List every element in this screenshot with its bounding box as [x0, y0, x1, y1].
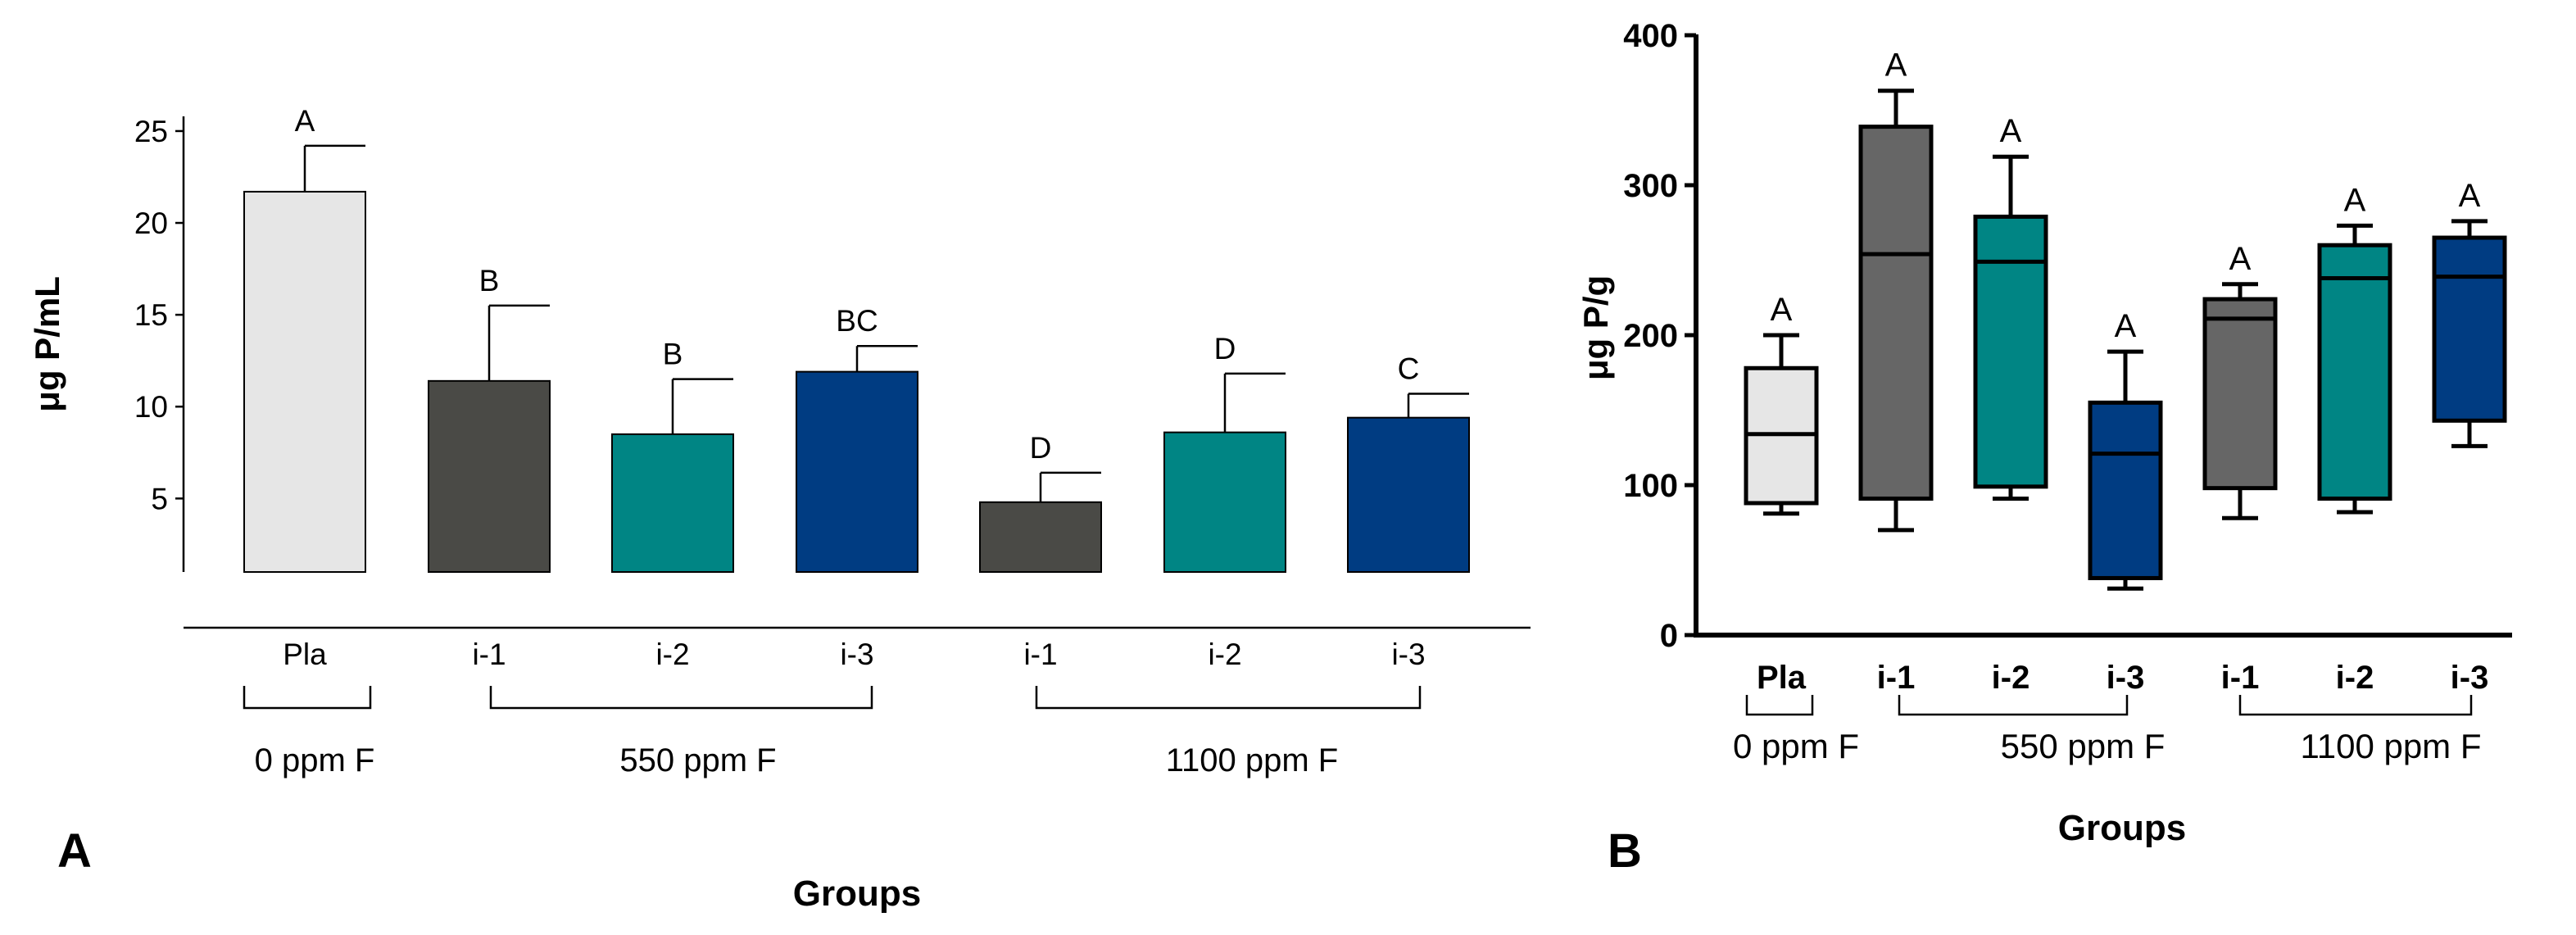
panel-b-y-tick-label: 400	[1623, 18, 1678, 54]
panel-a-y-tick-label: 20	[134, 207, 168, 240]
panel-a-x-tick-label: i-1	[1023, 638, 1057, 671]
panel-b-x-tick-label: i-1	[1877, 660, 1916, 696]
panel-b-y-tick-label: 0	[1660, 618, 1678, 654]
panel-a-error-bar	[671, 378, 733, 434]
panel-a-bar	[796, 370, 918, 573]
panel-a-group-bracket	[489, 686, 873, 710]
panel-a-x-axis-label: Groups	[793, 874, 921, 914]
panel-b-group-brackets: 0 ppm F 550 ppm F 1100 ppm F	[1733, 695, 2482, 765]
panel-a-significance-letter: A	[295, 104, 315, 138]
panel-a-group-label: 0 ppm F	[255, 742, 375, 778]
panel-b-whisker	[1763, 333, 1799, 516]
panel-b-x-tick-label: i-2	[2336, 660, 2374, 696]
panel-a-y-ticks: 5 10 15 20 25	[134, 115, 184, 515]
panel-b-x-tick-labels: Pla i-1 i-2 i-3 i-1 i-2 i-3	[1757, 660, 2488, 696]
panel-b-x-tick-label: i-1	[2221, 660, 2260, 696]
panel-b-x-tick-label: Pla	[1757, 660, 1807, 696]
panel-b-whisker	[2222, 282, 2258, 520]
panel-a-x-tick-labels: Pla i-1 i-2 i-3 i-1 i-2 i-3	[283, 638, 1425, 671]
panel-a-y-tick-label: 10	[134, 390, 168, 424]
panel-a-bar	[428, 379, 551, 573]
panel-a-error-bar	[303, 144, 365, 192]
panel-a-group-label: 1100 ppm F	[1166, 742, 1339, 778]
panel-b-box	[2088, 400, 2163, 580]
panel-b-whisker	[2107, 349, 2143, 591]
panel-b-boxes: A A A A A A A	[1744, 48, 2507, 591]
panel-b-significance-letter: A	[2459, 178, 2481, 214]
panel-b-x-axis-label: Groups	[2058, 808, 2186, 848]
panel-a-x-tick-label: i-3	[1391, 638, 1425, 671]
panel-a-label: A	[57, 824, 92, 878]
panel-b-group-bracket	[1745, 695, 1814, 716]
panel-b-box	[1973, 214, 2048, 489]
panel-a-significance-letter: B	[479, 264, 500, 297]
panel-a-bar	[611, 433, 734, 574]
panel-a-x-tick-label: i-2	[655, 638, 689, 671]
panel-a-group-brackets: 0 ppm F 550 ppm F 1100 ppm F	[243, 686, 1422, 778]
panel-a-group-bracket	[1035, 686, 1422, 710]
panel-a-error-bar	[488, 304, 550, 381]
panel-b-y-axis-label: μg P/g	[1576, 275, 1615, 380]
panel-b-group-label: 550 ppm F	[2001, 727, 2166, 765]
panel-b-label: B	[1608, 824, 1642, 878]
panel-a-bar	[1347, 416, 1470, 574]
panel-b-x-tick-label: i-3	[2451, 660, 2489, 696]
panel-a-x-tick-label: i-2	[1208, 638, 1241, 671]
panel-a-y-tick-label: 5	[151, 482, 168, 515]
panel-b-group-label: 0 ppm F	[1733, 727, 1859, 765]
panel-b-box	[2317, 243, 2392, 501]
panel-a-x-tick-label: i-1	[472, 638, 506, 671]
panel-b-y-ticks: 0 100 200 300 400	[1623, 18, 1696, 654]
panel-a-y-tick-label: 15	[134, 298, 168, 332]
panel-b-significance-letter: A	[2229, 241, 2252, 277]
panel-b-significance-letter: A	[1885, 48, 1907, 84]
panel-a-bar-chart: 5 10 15 20 25 A B B BC D D C Pla i-1 i-2 i-3 i-1 i-2 i-3…	[28, 104, 1531, 914]
panel-b-significance-letter: A	[2000, 113, 2022, 149]
panel-a-bar	[1163, 431, 1286, 574]
panel-a-error-bar	[1223, 372, 1286, 433]
panel-b-box	[2432, 235, 2507, 423]
panel-a-x-tick-label: i-3	[840, 638, 873, 671]
panel-a-y-tick-label: 25	[134, 115, 168, 148]
panel-a-bar	[243, 190, 366, 574]
panel-a-bar	[979, 501, 1102, 574]
panel-a-error-bar	[1407, 393, 1469, 418]
panel-b-box	[1858, 125, 1934, 501]
panel-a-x-tick-label: Pla	[283, 638, 327, 671]
panel-a-significance-letter: BC	[836, 304, 878, 338]
panel-a-significance-letter: B	[663, 338, 683, 371]
panel-a-significance-letter: D	[1030, 431, 1052, 465]
panel-b-x-tick-label: i-2	[1992, 660, 2030, 696]
panel-b-y-tick-label: 300	[1623, 168, 1678, 204]
panel-a-significance-letter: C	[1398, 352, 1420, 386]
panel-b-group-bracket	[2238, 695, 2473, 716]
panel-b-group-bracket	[1898, 695, 2129, 716]
panel-b-group-label: 1100 ppm F	[2300, 727, 2481, 765]
panel-a-group-bracket	[243, 686, 372, 710]
panel-b-whisker	[1993, 154, 2029, 501]
panel-b-y-tick-label: 100	[1623, 468, 1678, 504]
panel-b-whisker	[2337, 223, 2373, 515]
panel-b-x-tick-label: i-3	[2107, 660, 2145, 696]
panel-a-error-bar	[855, 344, 918, 372]
panel-a-y-axis-label: μg P/mL	[28, 276, 66, 412]
panel-b-whisker	[2451, 219, 2488, 448]
panel-b-significance-letter: A	[2115, 308, 2137, 344]
panel-b-whisker	[1878, 89, 1914, 533]
panel-b-box-plot: 0 100 200 300 400 A A A A A A A Pla i-1 i-2 i-3 i-1 i-2…	[1576, 18, 2512, 878]
panel-a-bars: A B B BC D D C	[243, 104, 1470, 574]
panel-b-y-tick-label: 200	[1623, 318, 1678, 354]
panel-b-box	[2202, 297, 2278, 491]
panel-a-group-label: 550 ppm F	[619, 742, 776, 778]
panel-a-significance-letter: D	[1214, 332, 1236, 365]
panel-a-error-bar	[1039, 471, 1101, 502]
panel-b-significance-letter: A	[2344, 182, 2366, 218]
panel-b-significance-letter: A	[1771, 292, 1793, 328]
